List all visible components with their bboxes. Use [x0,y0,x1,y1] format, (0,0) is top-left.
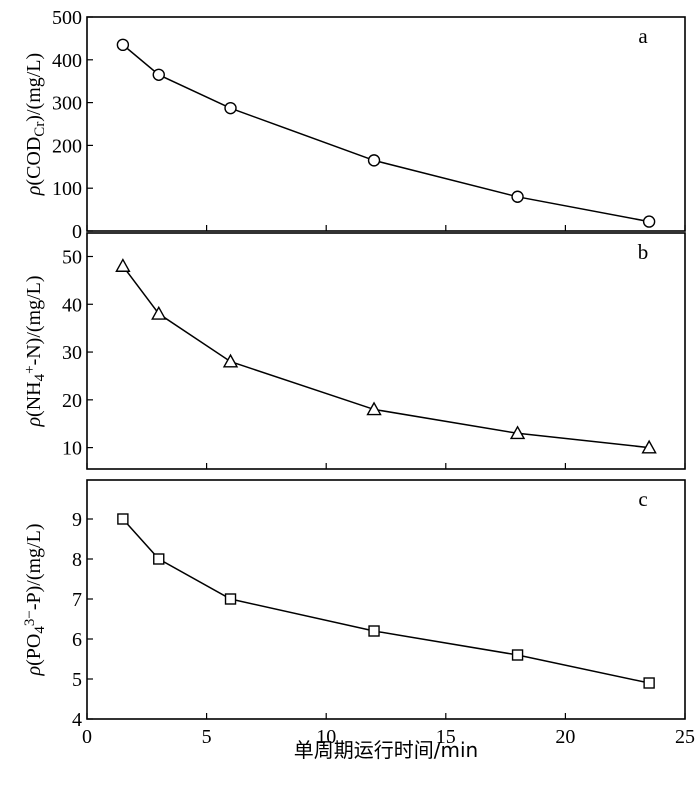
y-axis-label-part: Cr [32,122,48,137]
data-point-square [224,593,237,605]
series-line [122,265,650,449]
data-point-circle [116,38,130,52]
plot-frame [86,479,686,720]
y-tick-label: 20 [62,390,82,412]
y-tick-label: 400 [52,50,82,72]
y-axis-label-part: ρ [23,666,45,677]
y-tick-label: 30 [62,342,82,364]
y-axis-label: ρ(CODCr)/(mg/L) [23,53,48,196]
panel-a: 0 100 200 300 400 500 a ρ(CODCr)/(mg/L) [23,7,686,243]
x-tick-label: 5 [202,726,212,748]
y-tick-label: 6 [72,629,82,651]
y-tick-label: 8 [72,549,82,571]
data-point-square [368,625,380,637]
y-tick-label: 0 [72,221,82,243]
y-axis-label-part: -P)/(mg/L) [23,524,45,611]
plot-frame [86,232,686,470]
y-axis-label: ρ(PO43−-P)/(mg/L) [22,524,48,677]
y-axis-label-part: 3− [22,610,38,626]
data-point-circle [224,101,237,115]
y-tick-label: 9 [72,509,82,531]
series-line [122,518,650,684]
y-axis-label-part: 4 [32,626,48,634]
x-tick-label: 0 [82,726,92,748]
y-tick-label: 40 [62,294,82,316]
x-tick-label: 25 [675,726,695,748]
y-axis-label-part: (COD [23,137,45,186]
data-point-circle [367,154,381,167]
y-axis-label-part: ρ [23,186,45,197]
y-axis-label-part: + [22,365,38,373]
y-axis-label-part: 4 [32,373,48,381]
y-axis-label-part: (NH [23,381,45,417]
y-tick-label: 5 [72,669,82,691]
data-point-triangle [366,401,382,416]
data-point-circle [511,190,524,203]
y-axis-label: ρ(NH4+-N)/(mg/L) [22,275,48,427]
y-axis-label-part: -N)/(mg/L) [23,275,45,365]
y-tick-label: 4 [72,709,82,731]
data-point-triangle [151,305,167,320]
y-axis-label-part: ρ [23,417,45,428]
data-point-square [117,513,129,525]
data-point-circle [642,215,656,228]
data-point-triangle [509,425,526,440]
x-tick-label: 10 [316,726,336,748]
x-axis-label: 单周期运行时间/min [294,738,478,762]
y-tick-label: 10 [62,438,82,460]
data-point-triangle [115,258,131,272]
panel-b: 10 20 30 40 50 b ρ(NH4+-N)/(mg/L) [22,232,686,470]
data-point-circle [152,68,165,81]
series-line [122,44,650,223]
y-tick-label: 50 [62,247,82,269]
y-tick-label: 200 [52,135,82,157]
y-tick-label: 100 [52,178,82,200]
y-axis-label-part: )/(mg/L) [23,53,45,122]
plot-frame [86,16,686,232]
panel-label: a [638,24,648,48]
y-axis-label-part: (PO [23,634,45,666]
y-tick-label: 7 [72,589,82,611]
x-tick-label: 15 [436,726,456,748]
data-point-square [511,649,524,661]
data-point-square [153,553,165,565]
y-tick-label: 300 [52,93,82,115]
data-point-triangle [222,353,239,368]
data-point-triangle [641,439,657,454]
panel-label: b [638,240,649,264]
x-tick-label: 20 [555,726,575,748]
panel-label: c [638,487,647,511]
y-tick-label: 500 [52,7,82,29]
data-point-square [643,677,655,689]
